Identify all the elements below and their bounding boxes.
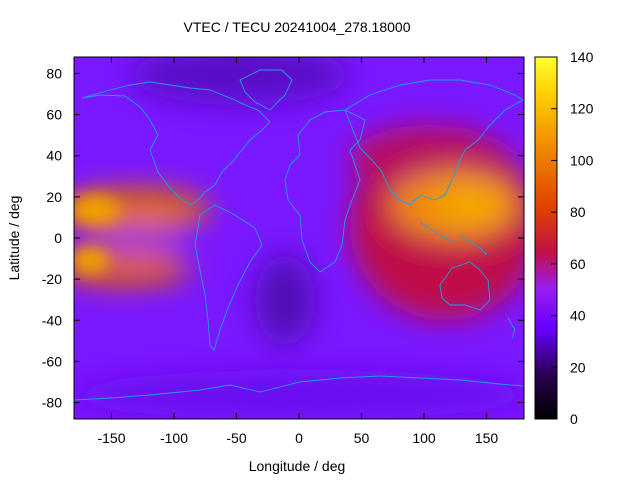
- x-tick-label: 150: [475, 430, 499, 446]
- x-tick-label: -150: [97, 430, 125, 446]
- y-tick-label: 60: [46, 107, 62, 123]
- asia-daytime-core: [435, 185, 505, 225]
- south-atlantic-low: [255, 255, 315, 345]
- colorbar-ticks: 0 20 40 60 80 100 120 140: [551, 49, 594, 427]
- greenland-coast: [239, 69, 293, 111]
- pacific-peak-west: [74, 195, 120, 225]
- y-tick-label: 80: [46, 65, 62, 81]
- antarctic-band: [74, 370, 524, 419]
- asia-coast: [344, 79, 524, 206]
- indonesia-coast: [419, 221, 488, 256]
- antarctica-coast: [74, 375, 524, 401]
- y-tick-label: 0: [54, 230, 62, 246]
- x-axis-label: Longitude / deg: [249, 458, 346, 474]
- y-tick-label: 40: [46, 148, 62, 164]
- colorbar: [534, 56, 558, 420]
- y-tick-label: -60: [42, 353, 62, 369]
- colorbar-tick-label: 120: [570, 101, 594, 117]
- pacific-trough: [100, 228, 180, 252]
- chart-title: VTEC / TECU 20241004_278.18000: [183, 19, 410, 35]
- colorbar-tick-label: 80: [570, 204, 586, 220]
- arctic-low: [130, 57, 350, 105]
- europe-africa-coast: [284, 109, 366, 273]
- x-tick-label: -50: [226, 430, 246, 446]
- australia-coast: [439, 261, 491, 311]
- colorbar-tick-label: 60: [570, 256, 586, 272]
- y-tick-label: -40: [42, 312, 62, 328]
- x-tick-label: 50: [354, 430, 370, 446]
- south-america-coast: [194, 204, 263, 351]
- x-axis: -150 -100 -50 0 50 100 150: [97, 57, 498, 446]
- colorbar-tick-label: 0: [570, 411, 578, 427]
- x-tick-label: 0: [295, 430, 303, 446]
- pacific-peak-south: [74, 246, 110, 274]
- colorbar-tick-label: 140: [570, 49, 594, 65]
- y-axis: -80 -60 -40 -20 0 20 40 60 80: [42, 65, 524, 411]
- x-tick-label: 100: [412, 430, 436, 446]
- y-axis-label: Latitude / deg: [6, 196, 22, 281]
- north-america-coast: [81, 81, 271, 206]
- y-tick-label: -80: [42, 395, 62, 411]
- coastlines: [74, 69, 524, 401]
- y-tick-label: 20: [46, 189, 62, 205]
- colorbar-tick-label: 100: [570, 152, 594, 168]
- colorbar-tick-label: 40: [570, 308, 586, 324]
- x-tick-label: -100: [160, 430, 188, 446]
- new-zealand-coast: [507, 317, 516, 339]
- colorbar-tick-label: 20: [570, 359, 586, 375]
- heatmap: [74, 57, 524, 419]
- y-tick-label: -20: [42, 271, 62, 287]
